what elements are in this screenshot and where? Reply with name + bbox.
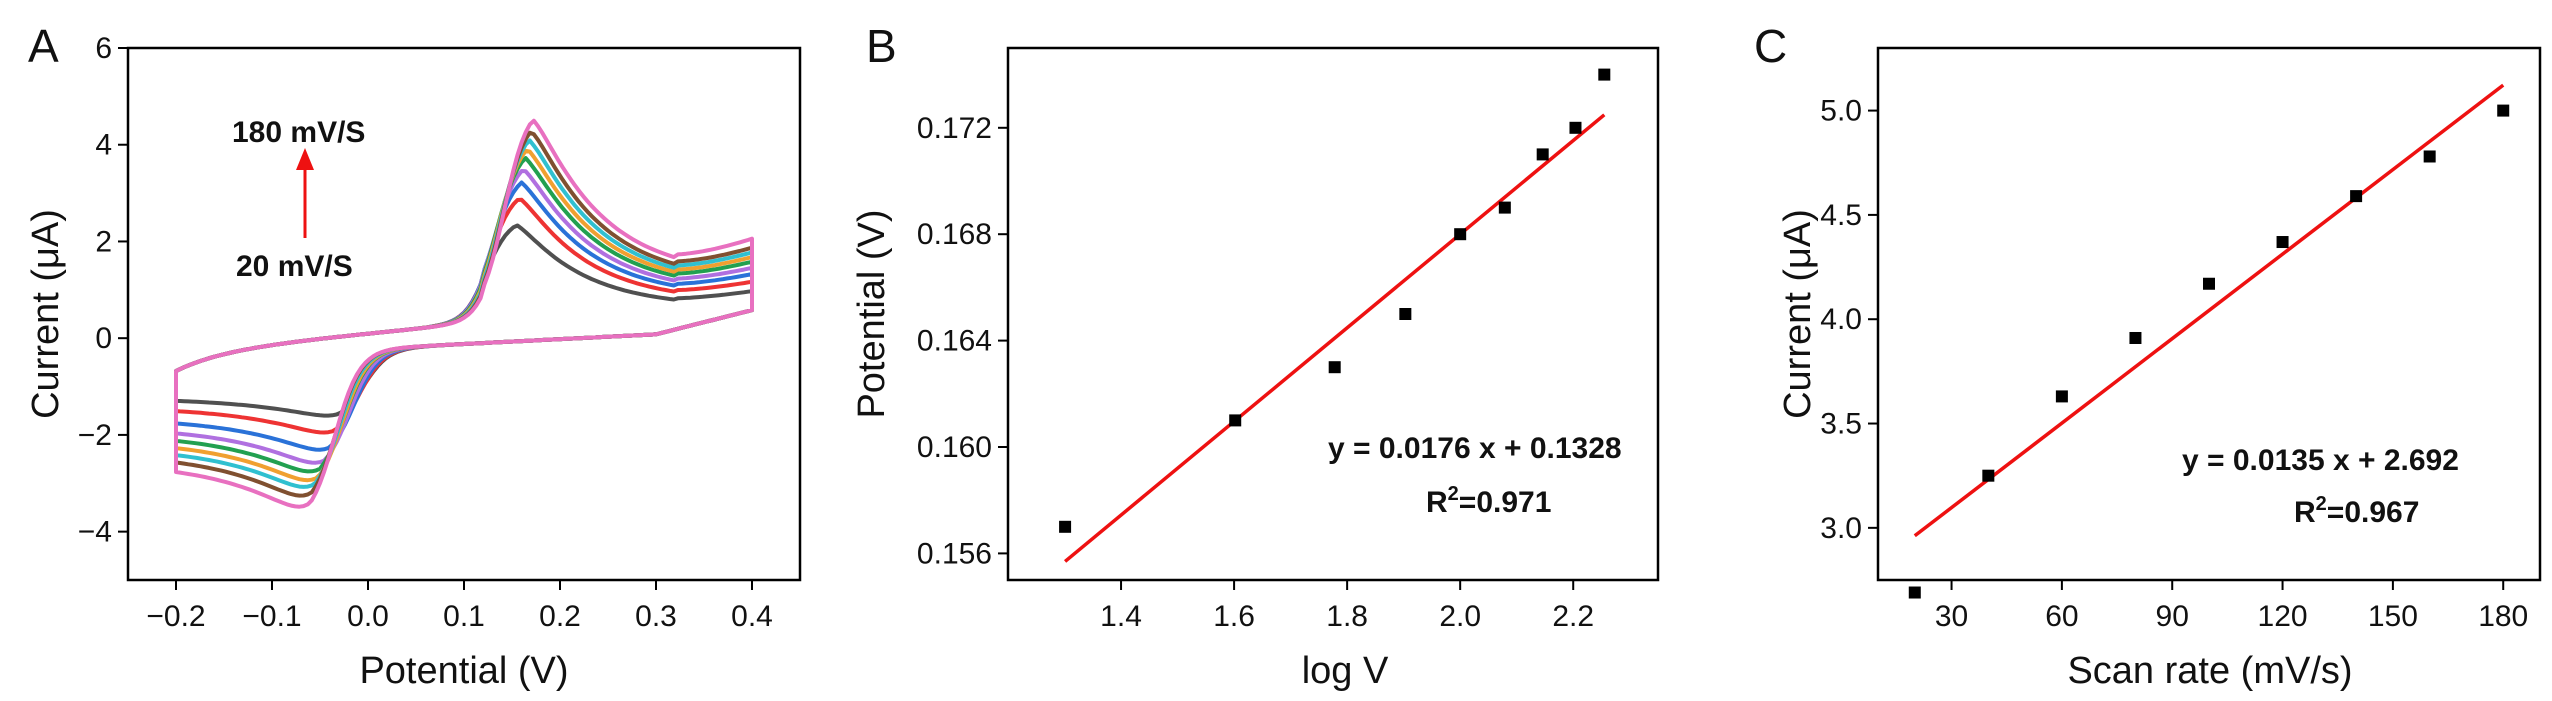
panel-b-ylabel: Potential (V) [851, 209, 893, 418]
panel-c-letter: C [1754, 20, 1787, 72]
panel-b-xtick-label: 1.4 [1100, 600, 1142, 633]
panel-a-ytick-label: −2 [78, 419, 112, 452]
panel-a-annotation-top: 180 mV/S [232, 116, 365, 149]
panel-b-ytick-label: 0.156 [917, 537, 992, 570]
panel-a: A −0.2 −0.1 0.0 0.1 0.2 0.3 0.4 −4 −2 0 2 4 6 180 mV… [25, 20, 802, 692]
panel-b-data-point [1229, 414, 1242, 427]
panel-a-xtick-label: 0.0 [347, 600, 389, 633]
panel-b-equation: y = 0.0176 x + 0.1328 [1328, 432, 1622, 465]
panel-b-data-point [1598, 68, 1611, 81]
panel-b-r2: R2=0.971 [1426, 483, 1551, 519]
panel-b-data-point [1454, 228, 1467, 241]
panel-b-ytick-label: 0.172 [917, 112, 992, 145]
panel-c-xtick-label: 150 [2368, 600, 2418, 633]
panel-c-frame [1876, 46, 2542, 582]
panel-a-xtick-label: −0.2 [146, 600, 205, 633]
panel-c: C 30 60 90 120 150 180 3.0 3.5 4.0 4.5 5.0 y = 0.0… [1754, 20, 2542, 692]
panel-c-xlabel: Scan rate (mV/s) [2067, 650, 2352, 692]
panel-b-ytick-label: 0.168 [917, 218, 992, 251]
panel-c-data-point [2350, 190, 2363, 203]
panel-b-letter: B [866, 20, 897, 72]
panel-a-ytick-label: −4 [78, 516, 112, 549]
panel-c-xtick-label: 60 [2045, 600, 2078, 633]
panel-c-ylabel: Current (μA) [1777, 209, 1819, 419]
panel-a-xtick-label: −0.1 [242, 600, 301, 633]
panel-a-ytick-label: 6 [95, 32, 112, 65]
panel-c-r2: R2=0.967 [2294, 493, 2419, 529]
panel-c-ticks: 30 60 90 120 150 180 3.0 3.5 4.0 4.5 5.0 [1820, 95, 2528, 633]
panel-c-ytick-label: 3.5 [1820, 408, 1862, 441]
panel-c-data-point [2497, 104, 2510, 117]
panel-b-ytick-label: 0.164 [917, 325, 992, 358]
panel-c-ytick-label: 5.0 [1820, 95, 1862, 128]
panel-b-xtick-label: 2.0 [1439, 600, 1481, 633]
panel-a-xlabel: Potential (V) [359, 650, 568, 692]
panel-b-plot [1059, 68, 1611, 563]
panel-c-ytick-label: 4.0 [1820, 303, 1862, 336]
panel-b-xtick-label: 2.2 [1552, 600, 1594, 633]
panel-b-data-point [1059, 520, 1072, 533]
panel-c-data-point [1908, 586, 1921, 599]
panel-a-arrow-head [296, 148, 314, 170]
panel-b-data-point [1536, 148, 1549, 161]
panel-c-fit-line [1913, 83, 2505, 538]
panel-c-data-point [2055, 390, 2068, 403]
panel-c-xtick-label: 90 [2156, 600, 2189, 633]
panel-a-xtick-label: 0.1 [443, 600, 485, 633]
panel-b-xtick-label: 1.6 [1213, 600, 1255, 633]
panel-b-xtick-label: 1.8 [1326, 600, 1368, 633]
panel-a-ylabel: Current (μA) [25, 209, 67, 419]
panel-a-letter: A [28, 20, 59, 72]
panel-a-ytick-label: 2 [95, 225, 112, 258]
panel-b-fit-line [1063, 113, 1606, 563]
panel-a-xtick-label: 0.4 [731, 600, 773, 633]
panel-b-data-point [1328, 361, 1341, 374]
panel-a-cv-curve [174, 118, 754, 509]
panel-c-data-point [1982, 469, 1995, 482]
panel-c-r2-value: =0.967 [2327, 496, 2420, 529]
panel-b-ytick-label: 0.160 [917, 431, 992, 464]
panel-a-xtick-label: 0.2 [539, 600, 581, 633]
panel-c-data-point [2129, 331, 2142, 344]
panel-c-xtick-label: 30 [1935, 600, 1968, 633]
panel-c-xtick-label: 180 [2478, 600, 2528, 633]
panel-c-data-point [2203, 277, 2215, 290]
panel-c-plot [1908, 83, 2510, 599]
panel-b-data-point [1569, 121, 1582, 134]
panel-a-xtick-label: 0.3 [635, 600, 677, 633]
panel-b-r2-value: =0.971 [1459, 486, 1552, 519]
panel-b: B 1.4 1.6 1.8 2.0 2.2 0.156 0.160 0.164 0.168 0.1… [851, 20, 1660, 692]
panel-c-ytick-label: 3.0 [1820, 512, 1862, 545]
panel-a-ytick-label: 4 [95, 129, 112, 162]
panel-c-ytick-label: 4.5 [1820, 199, 1862, 232]
panel-b-xlabel: log V [1302, 650, 1389, 692]
panel-a-ticks: −0.2 −0.1 0.0 0.1 0.2 0.3 0.4 −4 −2 0 2 4 6 [78, 32, 773, 633]
panel-a-annotation-bottom: 20 mV/S [236, 250, 353, 283]
panel-c-equation: y = 0.0135 x + 2.692 [2182, 444, 2459, 477]
panel-c-xtick-label: 120 [2258, 600, 2308, 633]
panel-b-frame [1006, 46, 1660, 582]
panel-c-data-point [2423, 150, 2436, 163]
panel-a-ytick-label: 0 [95, 322, 112, 355]
panel-b-ticks: 1.4 1.6 1.8 2.0 2.2 0.156 0.160 0.164 0.168 0.172 [917, 112, 1594, 633]
panel-b-data-point [1399, 308, 1412, 320]
panel-b-data-point [1498, 201, 1511, 214]
panel-a-curves [174, 118, 754, 509]
panel-c-data-point [2276, 236, 2289, 249]
